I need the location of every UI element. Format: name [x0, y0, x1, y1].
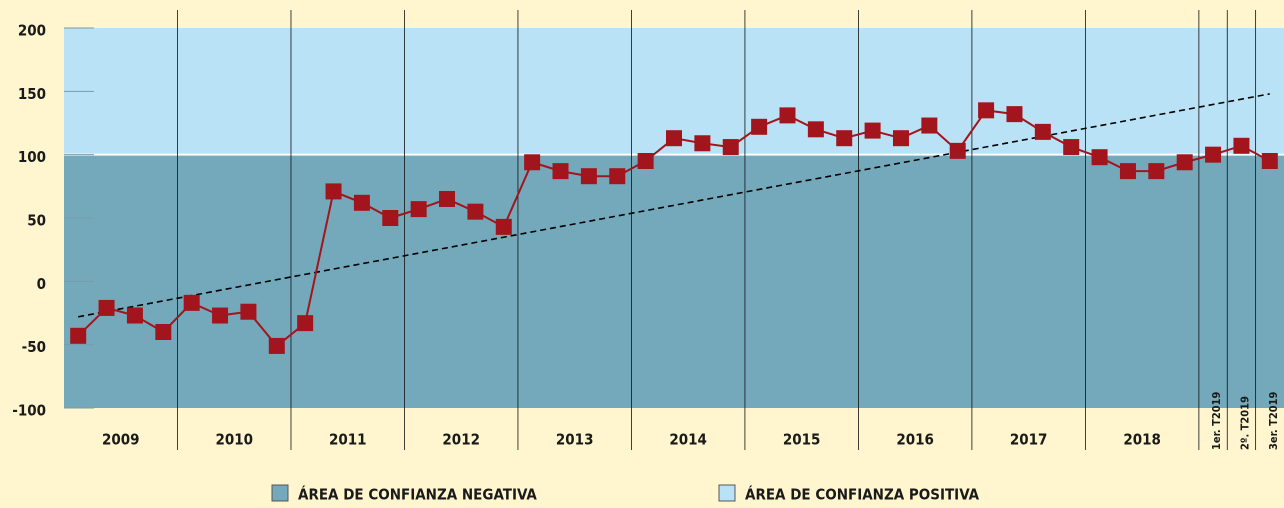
- x-group-label: 2014: [669, 431, 707, 449]
- point-marker: [240, 303, 257, 320]
- x-group-label: 3er. T2019: [1267, 391, 1280, 450]
- x-group-label: 2012: [442, 431, 480, 449]
- y-tick-label: 100: [18, 148, 46, 166]
- point-marker: [949, 142, 966, 159]
- x-group-label: 1er. T2019: [1210, 391, 1223, 450]
- x-group-label: 2013: [556, 431, 594, 449]
- point-marker: [353, 194, 370, 211]
- point-marker: [1034, 123, 1051, 140]
- point-marker: [1205, 146, 1222, 163]
- y-tick-label: 0: [37, 275, 46, 293]
- point-marker: [1176, 154, 1193, 171]
- x-group-label: 2º. T2019: [1238, 396, 1251, 450]
- legend-swatch: [271, 484, 289, 502]
- point-marker: [751, 118, 768, 135]
- point-marker: [580, 168, 597, 185]
- x-group-label: 2017: [1010, 431, 1048, 449]
- point-marker: [410, 201, 427, 218]
- y-tick-label: 150: [18, 85, 46, 103]
- point-marker: [183, 294, 200, 311]
- point-marker: [722, 139, 739, 156]
- x-group-label: 2018: [1123, 431, 1161, 449]
- point-marker: [836, 130, 853, 147]
- point-marker: [694, 135, 711, 152]
- point-marker: [1063, 139, 1080, 156]
- point-marker: [439, 191, 456, 207]
- confidence-band: [64, 154, 1284, 408]
- point-marker: [609, 168, 626, 185]
- y-tick-label: 200: [18, 22, 46, 40]
- point-marker: [212, 307, 229, 324]
- point-marker: [552, 163, 569, 180]
- legend-label: ÁREA DE CONFIANZA NEGATIVA: [298, 485, 537, 504]
- y-tick-label: -100: [12, 402, 46, 420]
- point-marker: [524, 154, 541, 171]
- point-marker: [382, 210, 399, 226]
- point-marker: [495, 218, 512, 235]
- point-marker: [70, 327, 87, 344]
- point-marker: [325, 183, 342, 200]
- x-group-label: 2010: [215, 431, 253, 449]
- point-marker: [666, 130, 682, 147]
- point-marker: [807, 121, 824, 138]
- x-group-label: 2016: [896, 431, 934, 449]
- x-group-label: 2015: [783, 431, 821, 449]
- point-marker: [1233, 137, 1250, 154]
- x-group-label: 2011: [329, 431, 367, 449]
- point-marker: [921, 117, 938, 134]
- point-marker: [892, 130, 909, 147]
- point-marker: [1006, 106, 1023, 123]
- x-group-label: 2009: [102, 431, 140, 449]
- point-marker: [637, 153, 654, 169]
- point-marker: [1261, 153, 1278, 169]
- point-marker: [978, 102, 995, 119]
- y-tick-label: -50: [22, 338, 46, 356]
- trend-line: [78, 93, 1270, 318]
- point-marker: [1091, 149, 1108, 166]
- point-marker: [864, 122, 881, 139]
- point-marker: [467, 203, 484, 220]
- legend-swatch: [718, 484, 736, 502]
- point-marker: [1148, 163, 1165, 180]
- point-marker: [1119, 163, 1136, 180]
- point-marker: [268, 337, 285, 354]
- point-marker: [297, 315, 314, 332]
- point-marker: [779, 107, 796, 124]
- point-marker: [126, 307, 143, 324]
- point-marker: [155, 324, 172, 340]
- y-tick-label: 50: [27, 212, 46, 230]
- point-marker: [98, 299, 115, 316]
- legend-label: ÁREA DE CONFIANZA POSITIVA: [745, 485, 980, 504]
